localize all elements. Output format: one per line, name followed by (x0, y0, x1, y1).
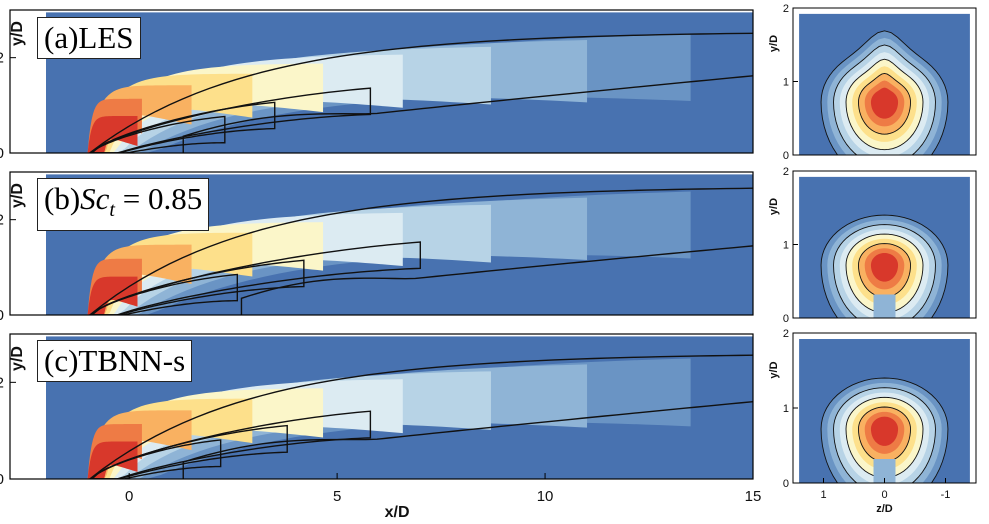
section-band-9 (870, 252, 899, 282)
ytick-label: 0 (0, 145, 4, 162)
ytick-label: 2 (783, 3, 789, 15)
ytick-label: 2 (0, 374, 4, 391)
plume-band-9 (87, 441, 138, 479)
xtick-label: 1 (820, 489, 826, 501)
ytick-label: 0 (783, 478, 789, 490)
xtick-label: -1 (941, 489, 951, 501)
ytick-label: 0 (783, 313, 789, 325)
cross-panel-0 (793, 8, 976, 155)
ylabel: y/D (9, 21, 26, 46)
plume-band-9 (87, 276, 138, 315)
panel-label-b-value: = 0.85 (114, 181, 203, 216)
panel-label-a: (a)LES (37, 17, 141, 59)
panel-label-b-sc: Sc (80, 181, 110, 216)
ylabel: y/D (768, 35, 780, 52)
contour-inner (90, 115, 226, 153)
section-band-9 (870, 87, 899, 119)
ytick-label: 0 (783, 150, 789, 162)
cross-panel-2 (793, 333, 976, 483)
contour-upper-boundary (89, 32, 753, 153)
panel-label-b-t: t (109, 199, 115, 222)
stem (873, 459, 896, 483)
xtick-label: 5 (333, 488, 341, 505)
xtick-label: 0 (125, 488, 133, 505)
xtick-label: 15 (745, 488, 762, 505)
stem (873, 294, 896, 318)
side-panel-0 (46, 10, 753, 153)
contour-outer (90, 241, 421, 315)
contour-lower-boundary (182, 75, 753, 153)
plume-band-4 (87, 212, 403, 315)
contour-mid (90, 101, 276, 153)
ytick-label: 1 (783, 77, 789, 89)
ytick-label: 2 (783, 166, 789, 178)
ylabel: y/D (9, 183, 26, 208)
contour-lower-boundary (182, 400, 753, 479)
contour-outer (90, 410, 372, 479)
panel-frame (9, 9, 754, 154)
panel-frame (9, 333, 754, 480)
plume-band-4 (87, 379, 403, 479)
contour-lower-boundary (240, 245, 753, 315)
ytick-label: 0 (0, 471, 4, 488)
panel-frame (9, 171, 754, 316)
plume-band-4 (87, 54, 403, 153)
section-band-9 (870, 416, 899, 446)
panel-label-b-prefix: (b) (44, 181, 81, 216)
cross-panel-1 (793, 171, 976, 318)
panel-label-c: (c)TBNN-s (37, 340, 193, 382)
xtick-label: 0 (881, 489, 887, 501)
ylabel: y/D (768, 198, 780, 215)
panel-label-b: (b)Sct = 0.85 (37, 178, 210, 232)
plume-band-9 (87, 115, 138, 153)
ylabel: y/D (768, 361, 780, 378)
ytick-label: 1 (783, 240, 789, 252)
xlabel: z/D (876, 503, 893, 515)
ytick-label: 0 (0, 307, 4, 324)
ytick-label: 1 (783, 403, 789, 415)
panels: 02y/D02y/D02y/D051015x/D012y/D012y/D012y… (0, 3, 977, 521)
contour-outer (90, 87, 372, 153)
contour-upper-boundary (89, 354, 753, 479)
ytick-label: 2 (783, 328, 789, 340)
xlabel: x/D (385, 504, 410, 521)
ytick-label: 2 (0, 212, 4, 229)
ylabel: y/D (9, 346, 26, 371)
contour-upper-boundary (89, 187, 753, 315)
ytick-label: 2 (0, 50, 4, 67)
xtick-label: 10 (537, 488, 554, 505)
